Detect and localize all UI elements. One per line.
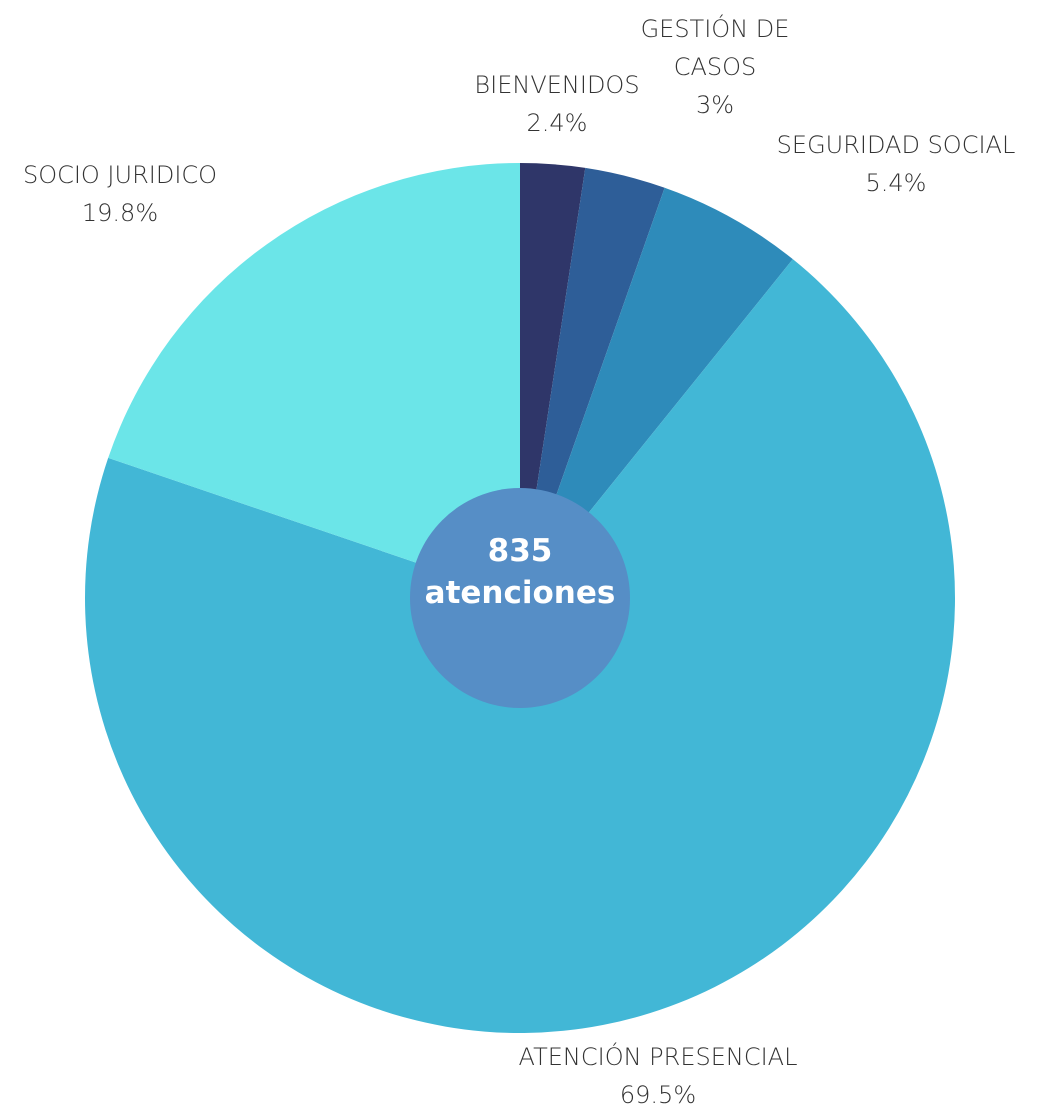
slice-label: SEGURIDAD SOCIAL 5.4% [777,126,1016,202]
category-label: BIENVENIDOS [474,71,640,99]
center-circle [410,488,630,708]
slice-label: GESTIÓN DE CASOS 3% [625,10,805,124]
pie-slice [520,187,793,598]
value-label: 69.5% [619,1081,697,1109]
pie-slice [108,162,520,598]
category-label: SOCIO JURIDICO [22,161,218,189]
value-label: 5.4% [865,169,927,197]
category-label: SEGURIDAD SOCIAL [776,131,1016,159]
slice-label: SOCIO JURIDICO 19.8% [23,156,217,232]
total: 835 [487,533,553,569]
pie-slice [520,167,665,599]
value-label: 19.8% [81,199,159,227]
slice-label: BIENVENIDOS 2.4% [474,66,639,142]
center-total: 835 atenciones [410,530,630,614]
category-label: ATENCIÓN PRESENCIAL [518,1043,798,1071]
value-label: 3% [695,91,735,119]
category-label: GESTIÓN DE CASOS [640,15,790,81]
value-label: 2.4% [526,109,588,137]
slice-label: ATENCIÓN PRESENCIAL 69.5% [519,1038,798,1114]
total-unit: atenciones [424,575,616,611]
